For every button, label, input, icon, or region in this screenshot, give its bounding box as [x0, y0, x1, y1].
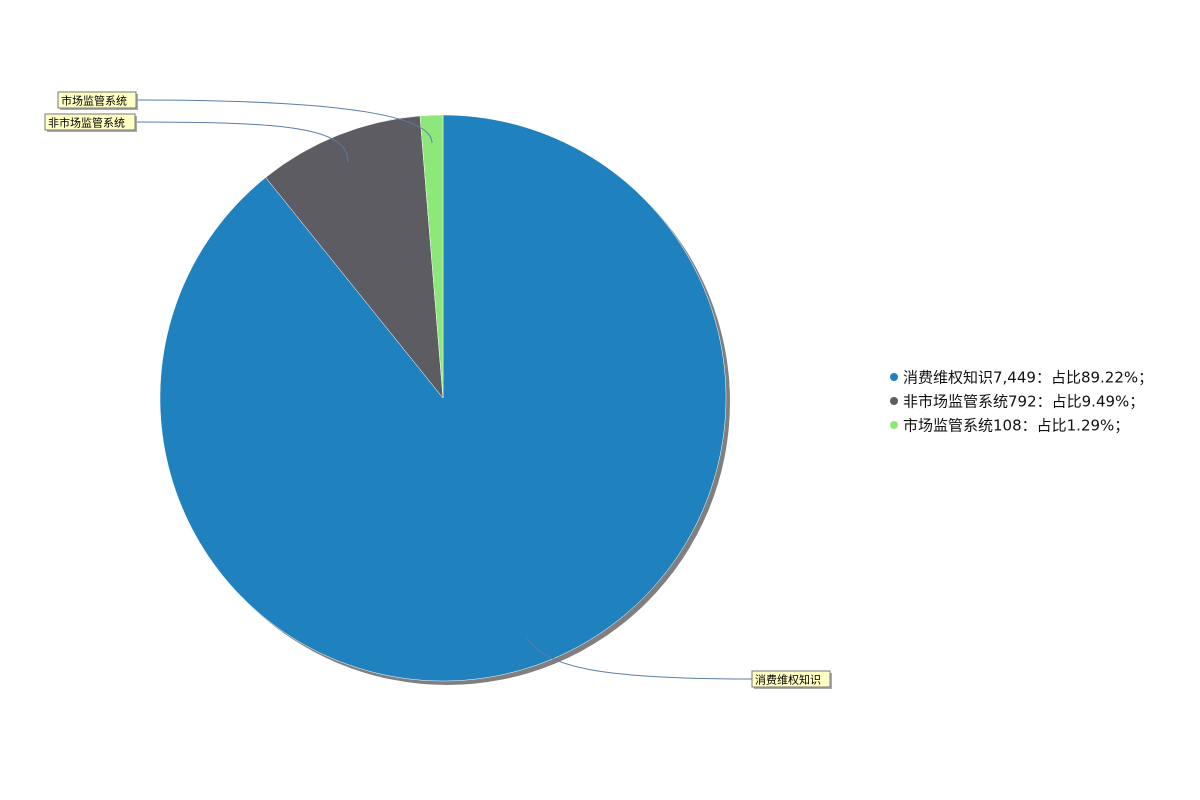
- pie-slice[interactable]: [419, 114, 444, 399]
- legend-text: 非市场监管系统792：占比9.49%；: [903, 393, 1144, 411]
- slice-label-text: 市场监管系统: [61, 94, 127, 108]
- slice-label-text: 消费维权知识: [755, 673, 821, 687]
- legend-text: 消费维权知识7,449：占比89.22%；: [903, 369, 1153, 387]
- legend-item[interactable]: 非市场监管系统792：占比9.49%；: [890, 393, 1144, 411]
- slice-label: 消费维权知识: [751, 670, 832, 689]
- legend-item[interactable]: 消费维权知识7,449：占比89.22%；: [890, 369, 1153, 387]
- label-connector: [526, 637, 753, 680]
- label-connector: [134, 121, 349, 163]
- slice-label: 市场监管系统: [57, 91, 138, 110]
- legend: 消费维权知识7,449：占比89.22%； 非市场监管系统792：占比9.49%；…: [890, 369, 1153, 435]
- legend-marker: [890, 397, 898, 405]
- label-connector: [135, 99, 433, 144]
- legend-item[interactable]: 市场监管系统108：占比1.29%；: [890, 417, 1129, 435]
- legend-marker: [890, 373, 898, 381]
- pie-slice[interactable]: [265, 115, 444, 399]
- legend-marker: [890, 421, 898, 429]
- slice-label-text: 非市场监管系统: [48, 116, 125, 130]
- slice-label: 非市场监管系统: [44, 113, 137, 132]
- legend-text: 市场监管系统108：占比1.29%；: [903, 417, 1129, 435]
